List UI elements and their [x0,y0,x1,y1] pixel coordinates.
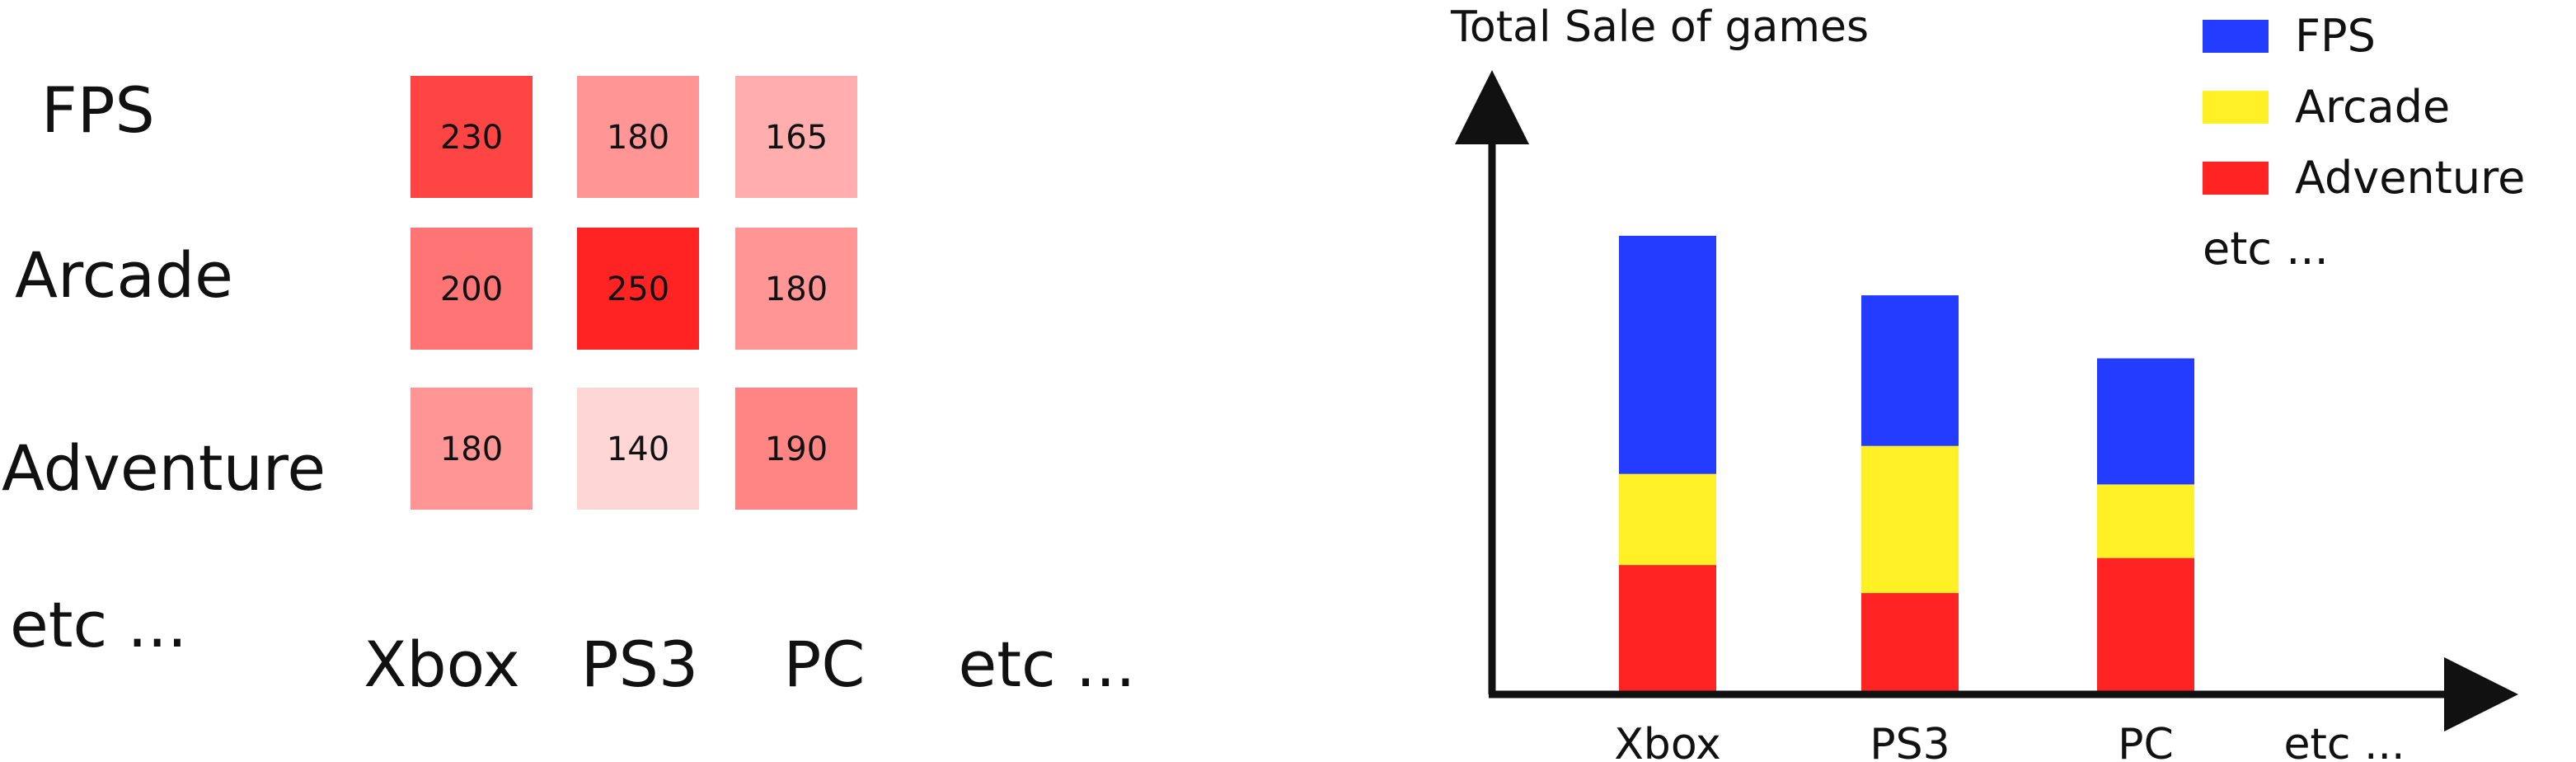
heatmap-col-label-pc: PC [784,628,866,701]
heatmap-cell-value: 250 [607,270,669,308]
x-axis-label: PS3 [1870,720,1950,762]
legend: FPS Arcade Adventure [2203,10,2525,204]
heatmap-cells: 230 180 165 200 250 180 180 140 190 [411,76,857,510]
bar-segment-arcade [2097,484,2194,558]
heatmap-cell [735,76,857,198]
bar-segment-fps [1619,235,1716,474]
stacked-bars [1619,235,2194,691]
heatmap-cell-value: 180 [607,119,669,157]
heatmap-cell [735,388,857,510]
heatmap-col-label-xbox: Xbox [364,628,519,701]
heatmap-chart: 230 180 165 200 250 180 180 140 190 FPS Arcade A… [2,73,1135,701]
x-axis-label: PC [2118,720,2174,762]
heatmap-cell [577,76,699,198]
bar-segment-adventure [1619,565,1716,691]
heatmap-cell [411,388,533,510]
legend-label: FPS [2295,10,2376,62]
heatmap-row-label-arcade: Arcade [15,238,233,312]
heatmap-col-label-more: etc ... [959,628,1136,701]
heatmap-cell-value: 200 [440,270,503,308]
y-axis-title: Total Sale of games [1450,2,1869,52]
heatmap-cell [411,228,533,350]
bar-segment-arcade [1619,473,1716,566]
heatmap-cell-value: 180 [765,270,828,308]
heatmap-cell [411,76,533,198]
heatmap-cell [577,388,699,510]
x-axis-label: Xbox [1614,720,1721,762]
legend-label: Arcade [2295,81,2450,133]
bar-segment-arcade [1861,445,1959,594]
heatmap-col-label-ps3: PS3 [581,628,698,701]
legend-swatch [2203,20,2269,53]
heatmap-cell [577,228,699,350]
legend-swatch [2203,91,2269,124]
heatmap-cell-value: 180 [440,430,503,468]
bar-segment-fps [1861,295,1959,446]
x-axis-labels: Xbox PS3 PC [1614,720,2174,762]
heatmap-cell-value: 165 [765,119,828,157]
heatmap-cell-value: 190 [765,430,828,468]
heatmap-row-label-adventure: Adventure [2,431,326,505]
bar-segment-adventure [1861,593,1959,691]
heatmap-row-label-fps: FPS [41,73,155,147]
legend-more-label: etc ... [2203,223,2329,275]
heatmap-cell [735,228,857,350]
heatmap-cell-value: 230 [440,119,503,157]
stacked-bar-chart: Total Sale of games Xbox PS3 PC etc ... FP… [1450,2,2525,762]
bar-segment-adventure [2097,557,2194,691]
legend-swatch [2203,162,2269,195]
heatmap-cell-value: 140 [607,430,669,468]
x-axis-label-more: etc ... [2283,720,2405,762]
heatmap-row-label-more: etc ... [10,588,187,661]
legend-label: Adventure [2295,152,2525,204]
bar-segment-fps [2097,358,2194,485]
